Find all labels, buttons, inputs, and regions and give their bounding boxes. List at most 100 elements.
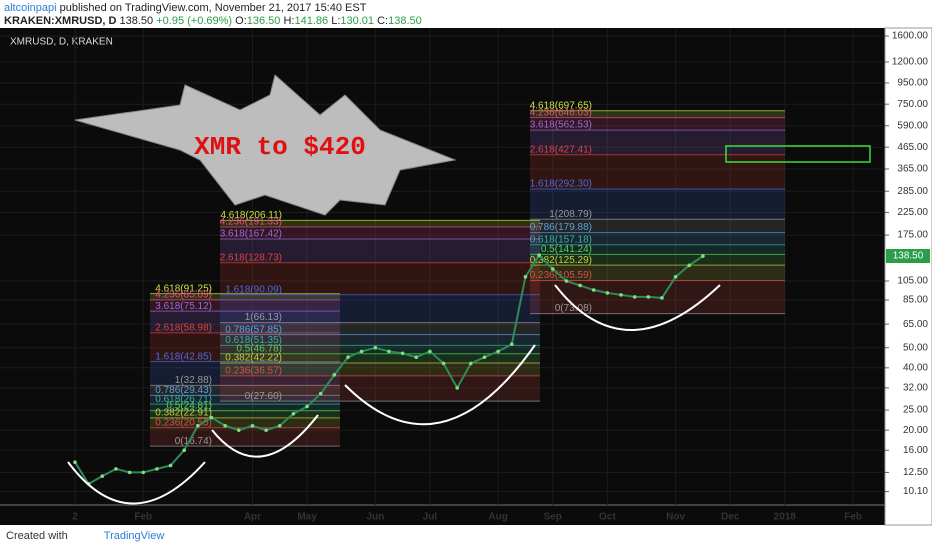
fib-label: 0.5(46.78) bbox=[236, 343, 282, 354]
fib-label: 0.786(57.85) bbox=[225, 324, 282, 335]
price-point bbox=[400, 351, 405, 356]
fib-band bbox=[150, 410, 340, 418]
y-tick-label: 175.00 bbox=[897, 230, 928, 241]
price-point bbox=[523, 275, 528, 279]
annotation: XMR to $420 bbox=[194, 132, 366, 162]
fib-label: 0.786(29.43) bbox=[155, 385, 212, 396]
fib-label: 0.618(51.35) bbox=[225, 335, 282, 346]
y-tick-label: 12.50 bbox=[903, 467, 928, 478]
fib-label: 1.618(42.85) bbox=[155, 351, 212, 362]
x-tick-label: Jun bbox=[366, 512, 384, 523]
author[interactable]: altcoinpapi bbox=[4, 2, 57, 14]
cup-curve bbox=[67, 461, 206, 505]
fib-label: 0.382(42.22) bbox=[225, 353, 282, 364]
price-point bbox=[209, 415, 214, 420]
fib-label: 1.618(292.30) bbox=[530, 179, 592, 190]
footer: Created with TradingView bbox=[6, 530, 164, 542]
price-point bbox=[687, 263, 692, 268]
price-point bbox=[428, 349, 432, 354]
fib-label: 1(32.88) bbox=[175, 375, 212, 386]
fib-label: 0.618(157.18) bbox=[530, 234, 592, 245]
fib-label: 2.618(427.41) bbox=[530, 144, 592, 155]
y-tick-label: 16.00 bbox=[903, 445, 928, 456]
price-point bbox=[277, 423, 282, 428]
x-tick-label: Oct bbox=[599, 512, 616, 523]
fib-band bbox=[530, 265, 785, 281]
cup-curve bbox=[211, 414, 319, 458]
price-point bbox=[646, 295, 651, 299]
price-point bbox=[441, 361, 446, 366]
fib-label: 0.618(26.71) bbox=[155, 394, 212, 405]
chart: XMRUSD, D, KRAKEN 4.618(91.25)4.236(85.0… bbox=[0, 27, 932, 526]
x-tick-label: Nov bbox=[666, 512, 685, 523]
price-point bbox=[701, 254, 705, 258]
fib-label: 0.5(141.24) bbox=[541, 244, 592, 255]
published: published on TradingView.com, November 2… bbox=[59, 2, 367, 14]
x-tick-label: Dec bbox=[721, 512, 740, 523]
fib-label: 0.236(36.57) bbox=[225, 366, 282, 377]
y-tick-label: 590.00 bbox=[897, 120, 928, 131]
y-tick-label: 285.00 bbox=[897, 186, 928, 197]
fib-band bbox=[220, 262, 540, 295]
y-tick-label: 750.00 bbox=[897, 99, 928, 110]
price-point bbox=[359, 349, 364, 354]
callout bbox=[74, 74, 457, 216]
price-point bbox=[237, 428, 241, 432]
price-point bbox=[387, 349, 391, 354]
fib-label: 1.618(90.09) bbox=[225, 284, 282, 295]
price-point bbox=[127, 470, 132, 475]
price-point bbox=[332, 373, 337, 377]
price-point bbox=[168, 463, 173, 468]
fib-band bbox=[150, 332, 340, 362]
x-tick-label: 2018 bbox=[774, 512, 797, 523]
change: +0.95 (+0.69%) bbox=[156, 15, 233, 27]
x-tick-label: Aug bbox=[488, 512, 507, 523]
fib-band bbox=[220, 334, 540, 346]
fib-label: 0.382(22.91) bbox=[155, 408, 212, 419]
price-point bbox=[305, 404, 309, 409]
fib-label: 4.236(191.33) bbox=[220, 217, 282, 228]
y-tick-label: 50.00 bbox=[903, 342, 928, 353]
y-tick-label: 32.00 bbox=[903, 383, 928, 394]
y-tick-label: 10.10 bbox=[903, 486, 928, 497]
fib-band bbox=[150, 361, 340, 386]
price-tag bbox=[886, 249, 930, 263]
fib-label: 1(208.79) bbox=[549, 209, 592, 220]
price-point bbox=[73, 460, 77, 465]
y-tick-label: 365.00 bbox=[897, 164, 928, 175]
h-label: H: bbox=[283, 15, 295, 27]
fib-band bbox=[530, 232, 785, 245]
fib-label: 0(27.60) bbox=[245, 391, 282, 402]
fib-label: 4.236(646.03) bbox=[530, 107, 592, 118]
price-point bbox=[455, 386, 460, 390]
y-tick-label: 65.00 bbox=[903, 319, 928, 330]
price-point bbox=[114, 467, 118, 471]
price-point bbox=[318, 391, 323, 396]
fib-band bbox=[220, 227, 540, 240]
o: 136.50 bbox=[246, 15, 281, 27]
brand[interactable]: TradingView bbox=[103, 530, 165, 542]
x-tick-label: Jul bbox=[423, 512, 438, 523]
y-tick-label: 465.00 bbox=[897, 142, 928, 153]
y-tick-label: 225.00 bbox=[897, 207, 928, 218]
fib-band bbox=[150, 385, 340, 396]
fib-band bbox=[150, 299, 340, 312]
l: 130.01 bbox=[340, 15, 375, 27]
price-point bbox=[141, 470, 146, 475]
fib-label: 0(73.08) bbox=[555, 303, 592, 314]
x-tick-label: 2 bbox=[72, 512, 78, 523]
fib-label: 0.5(24.81) bbox=[166, 400, 212, 411]
fib-band bbox=[220, 375, 540, 402]
price-point bbox=[469, 361, 473, 366]
fib-band bbox=[220, 239, 540, 263]
price-point bbox=[578, 283, 582, 288]
price-point bbox=[550, 267, 555, 271]
y-axis-bg bbox=[884, 27, 932, 526]
fib-band bbox=[150, 395, 340, 405]
fib-label: 4.618(91.25) bbox=[155, 283, 212, 294]
c-label: C: bbox=[377, 15, 389, 27]
fib-label: 4.236(85.09) bbox=[155, 290, 212, 301]
fib-band bbox=[220, 353, 540, 363]
cup-curve bbox=[344, 344, 536, 426]
x-tick-label: Apr bbox=[244, 512, 261, 523]
